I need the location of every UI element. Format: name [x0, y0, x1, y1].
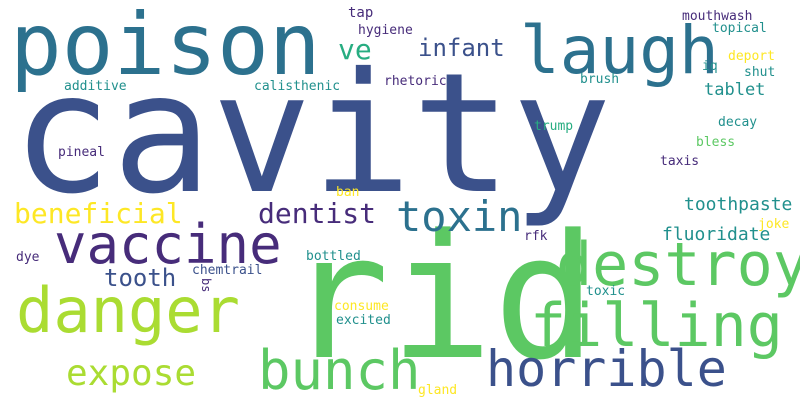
word-dye: dye: [16, 250, 40, 265]
word-fluoridate: fluoridate: [662, 224, 771, 245]
word-brush: brush: [580, 72, 620, 87]
word-toxic: toxic: [586, 284, 626, 299]
word-cavity: cavity: [12, 38, 612, 231]
word-bunch: bunch: [258, 339, 421, 400]
word-joke: joke: [758, 217, 790, 232]
word-bless: bless: [696, 135, 736, 150]
word-filling: filling: [530, 291, 783, 361]
word-beneficial: beneficial: [14, 197, 183, 230]
word-rid: rid: [286, 197, 597, 398]
word-mouthwash: mouthwash: [682, 9, 753, 24]
word-gland: gland: [418, 383, 458, 398]
word-horrible: horrible: [486, 340, 727, 398]
word-excited: excited: [336, 313, 391, 328]
word-danger: danger: [16, 274, 240, 347]
word-vaccine: vaccine: [54, 213, 282, 276]
word-tooth: tooth: [104, 264, 177, 292]
word-destroy: destroy: [556, 230, 800, 300]
word-laugh: laugh: [520, 12, 719, 89]
word-tap: tap: [348, 5, 374, 21]
word-poison: poison: [10, 0, 321, 95]
word-taxis: taxis: [660, 154, 700, 169]
word-infant: infant: [418, 34, 505, 62]
word-hygiene: hygiene: [358, 23, 413, 38]
word-toxin: toxin: [396, 192, 523, 241]
word-bs: bs: [199, 278, 213, 293]
word-pineal: pineal: [58, 145, 105, 160]
word-dentist: dentist: [258, 197, 377, 230]
word-ve: ve: [338, 33, 372, 66]
word-ban: ban: [336, 185, 360, 200]
word-deport: deport: [728, 49, 775, 64]
word-shut: shut: [744, 65, 776, 80]
word-chemtrail: chemtrail: [192, 263, 263, 278]
word-rfk: rfk: [524, 229, 548, 244]
word-expose: expose: [66, 353, 197, 394]
word-calisthenic: calisthenic: [254, 79, 341, 94]
word-iq: iq: [702, 59, 718, 74]
word-consume: consume: [334, 299, 389, 314]
word-bottled: bottled: [306, 249, 361, 264]
word-trump: trump: [534, 119, 574, 134]
word-topical: topical: [712, 21, 767, 36]
word-rhetoric: rhetoric: [384, 74, 447, 89]
word-decay: decay: [718, 115, 758, 130]
word-tablet: tablet: [704, 80, 766, 100]
word-additive: additive: [64, 79, 127, 94]
word-toothpaste: toothpaste: [684, 194, 793, 215]
